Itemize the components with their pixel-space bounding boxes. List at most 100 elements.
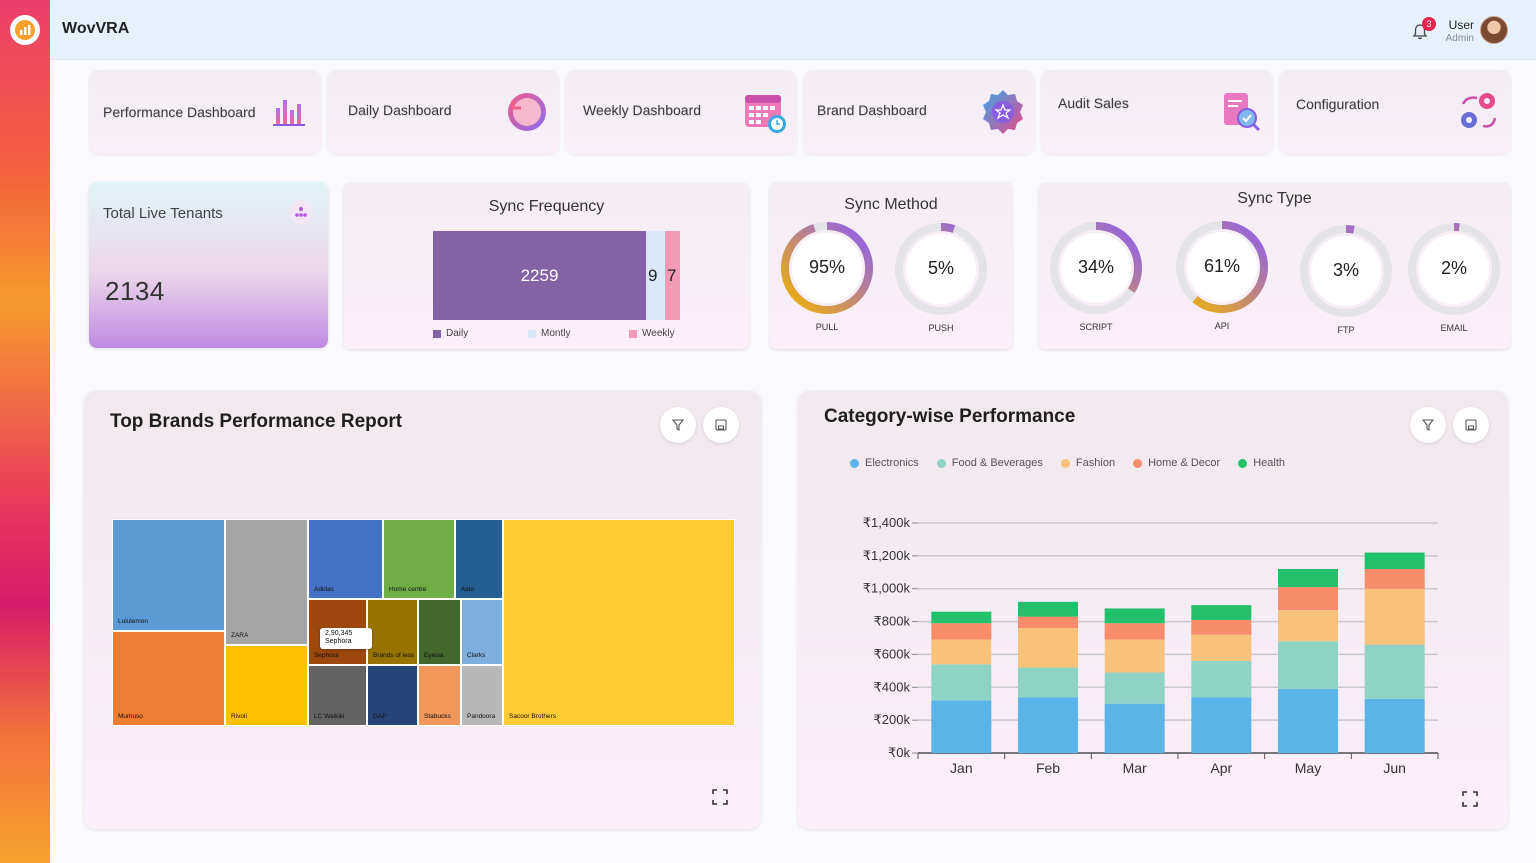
y-tick-label: ₹1,200k: [863, 548, 911, 563]
legend-item-health[interactable]: Health: [1238, 457, 1285, 469]
donut-label: API: [1214, 321, 1230, 331]
treemap-tile-brands-of-less[interactable]: Brands of less: [367, 599, 418, 665]
nav-card-audit-sales[interactable]: Audit Sales: [1041, 70, 1273, 154]
sync-frequency-value: 7: [667, 265, 677, 285]
filter-button[interactable]: [660, 407, 696, 443]
sync-method-card: Sync Method 95% PULL 5% PUSH: [770, 182, 1012, 349]
donut-ring: [895, 223, 987, 315]
bar-segment-feb-fashion: [1018, 628, 1078, 668]
treemap-tile-lululemon[interactable]: Lululemon: [112, 519, 225, 631]
bar-segment-jun-health: [1364, 552, 1425, 569]
expand-icon[interactable]: [1460, 789, 1480, 809]
treemap-tile-label: Pandoora: [467, 713, 496, 720]
legend-item-montly: Montly: [528, 328, 570, 339]
bar-segment-jan-home-decor: [931, 623, 992, 640]
donut-arc: [1050, 222, 1142, 314]
donut-value: 2%: [1440, 258, 1467, 278]
treemap-tile-clarks[interactable]: Clarks: [461, 599, 503, 665]
y-tick-label: ₹800k: [874, 614, 911, 629]
bar-segment-jun-fashion: [1364, 588, 1425, 645]
treemap-tile-zara[interactable]: ZARA: [225, 519, 308, 645]
donut-api[interactable]: 61%: [1168, 213, 1276, 321]
legend-item-electronics[interactable]: Electronics: [850, 457, 919, 469]
treemap-tile-label: Home centre: [389, 586, 427, 593]
sync-method-title: Sync Method: [844, 196, 938, 213]
treemap-tile-pandoora[interactable]: Pandoora: [461, 665, 503, 726]
donut-push[interactable]: 5%: [887, 215, 995, 323]
donut-email[interactable]: 2%: [1400, 215, 1508, 323]
nav-card-label: Audit Sales: [1058, 95, 1129, 111]
nav-card-label: Weekly Dashboard: [583, 102, 702, 118]
treemap-tile-eyewa[interactable]: Eyewa: [418, 599, 461, 665]
donut-center: [792, 233, 862, 303]
app-logo-icon[interactable]: [10, 15, 40, 45]
treemap-tile-mumuso[interactable]: Mumuso: [112, 631, 225, 726]
donut-label: PUSH: [928, 323, 954, 333]
donut-pull[interactable]: 95%: [773, 214, 881, 322]
sync-frequency-value: 9: [648, 265, 658, 285]
treemap-tile-lc-waikiki[interactable]: LC Waikiki: [308, 665, 367, 726]
legend-dot: [1238, 458, 1248, 468]
donut-arc: [1300, 225, 1392, 317]
category-stacked-bar-chart: ₹0k ₹200k ₹400k ₹600k ₹800k ₹1,000k ₹1,200k ₹1,…: [863, 515, 1439, 776]
category-performance-panel: Category-wise Performance Electronics Foo…: [798, 391, 1508, 829]
bar-segment-may-fashion: [1278, 610, 1338, 642]
treemap-tile-label: Adidas: [314, 586, 334, 593]
nav-card-label: Configuration: [1296, 96, 1380, 112]
legend-label: Home & Decor: [1148, 457, 1221, 469]
nav-card-weekly-dashboard[interactable]: Weekly Dashboard: [565, 70, 797, 154]
treemap-tile-sacoor-brothers[interactable]: Sacoor Brothers: [503, 519, 735, 726]
x-tick-label: Feb: [1036, 760, 1060, 776]
legend-label: Electronics: [865, 457, 919, 469]
expand-icon[interactable]: [710, 787, 730, 807]
treemap-tile-gap[interactable]: GAP: [367, 665, 418, 726]
treemap-tile-label: Eyewa: [424, 652, 444, 659]
treemap-tile-adidas[interactable]: Adidas: [308, 519, 383, 599]
bar-segment-jan-electronics: [931, 700, 992, 753]
treemap-tile-label: Sephora: [314, 652, 339, 659]
filter-button[interactable]: [1410, 407, 1446, 443]
donut-arc: [1408, 223, 1500, 315]
donut-value: 5%: [927, 258, 954, 278]
treemap-tile-rivoli[interactable]: Rivoli: [225, 645, 308, 726]
bar-segment-jun-home-decor: [1364, 569, 1425, 589]
nav-card-configuration[interactable]: Configuration: [1279, 70, 1511, 154]
save-button[interactable]: [1453, 407, 1489, 443]
treemap-tile-stabucks[interactable]: Stabucks: [418, 665, 461, 726]
legend-item-fashion[interactable]: Fashion: [1060, 457, 1115, 469]
sync-frequency-legend: Daily Montly Weekly: [433, 328, 693, 342]
tenants-value: 2134: [105, 276, 165, 306]
category-legend: Electronics Food & Beverages Fashion Home &…: [850, 457, 1285, 469]
bar-segment-apr-food-beverages: [1191, 661, 1252, 698]
donut-arc: [895, 223, 987, 315]
treemap-tile-home-centre[interactable]: Home centre: [383, 519, 455, 599]
nav-card-daily-dashboard[interactable]: Daily Dashboard: [327, 70, 559, 154]
donut-arc: [1176, 221, 1268, 313]
user-avatar[interactable]: [1480, 16, 1508, 44]
donut-ftp[interactable]: 3%: [1292, 217, 1400, 325]
y-tick-label: ₹1,000k: [863, 581, 911, 596]
legend-dot: [1060, 458, 1070, 468]
nav-card-performance-dashboard[interactable]: Performance Dashboard: [89, 70, 321, 154]
legend-dot: [936, 458, 946, 468]
donut-label: EMAIL: [1440, 323, 1468, 333]
treemap-tile-label: ZARA: [231, 632, 249, 639]
legend-dot: [1133, 458, 1143, 468]
legend-item-home-decor[interactable]: Home & Decor: [1133, 457, 1220, 469]
donut-arc: [781, 222, 873, 314]
donut-value: 61%: [1203, 256, 1241, 276]
bar-segment-may-food-beverages: [1278, 641, 1338, 689]
app-title: WovVRA: [62, 20, 130, 37]
legend-item-food-beverages[interactable]: Food & Beverages: [936, 457, 1043, 469]
sync-frequency-segment-daily[interactable]: 2259: [433, 231, 646, 320]
donut-ring: [781, 222, 873, 314]
sync-frequency-segment-weekly[interactable]: 7: [665, 231, 680, 320]
bar-segment-may-electronics: [1278, 688, 1338, 753]
sync-frequency-segment-montly[interactable]: 9: [646, 231, 665, 320]
nav-card-brand-dashboard[interactable]: Brand Dashboard: [803, 70, 1035, 154]
sync-frequency-title: Sync Frequency: [488, 198, 605, 215]
save-button[interactable]: [703, 407, 739, 443]
bar-segment-may-home-decor: [1278, 587, 1338, 611]
treemap-tile-aldo[interactable]: Aldo: [455, 519, 503, 599]
donut-script[interactable]: 34%: [1042, 214, 1150, 322]
